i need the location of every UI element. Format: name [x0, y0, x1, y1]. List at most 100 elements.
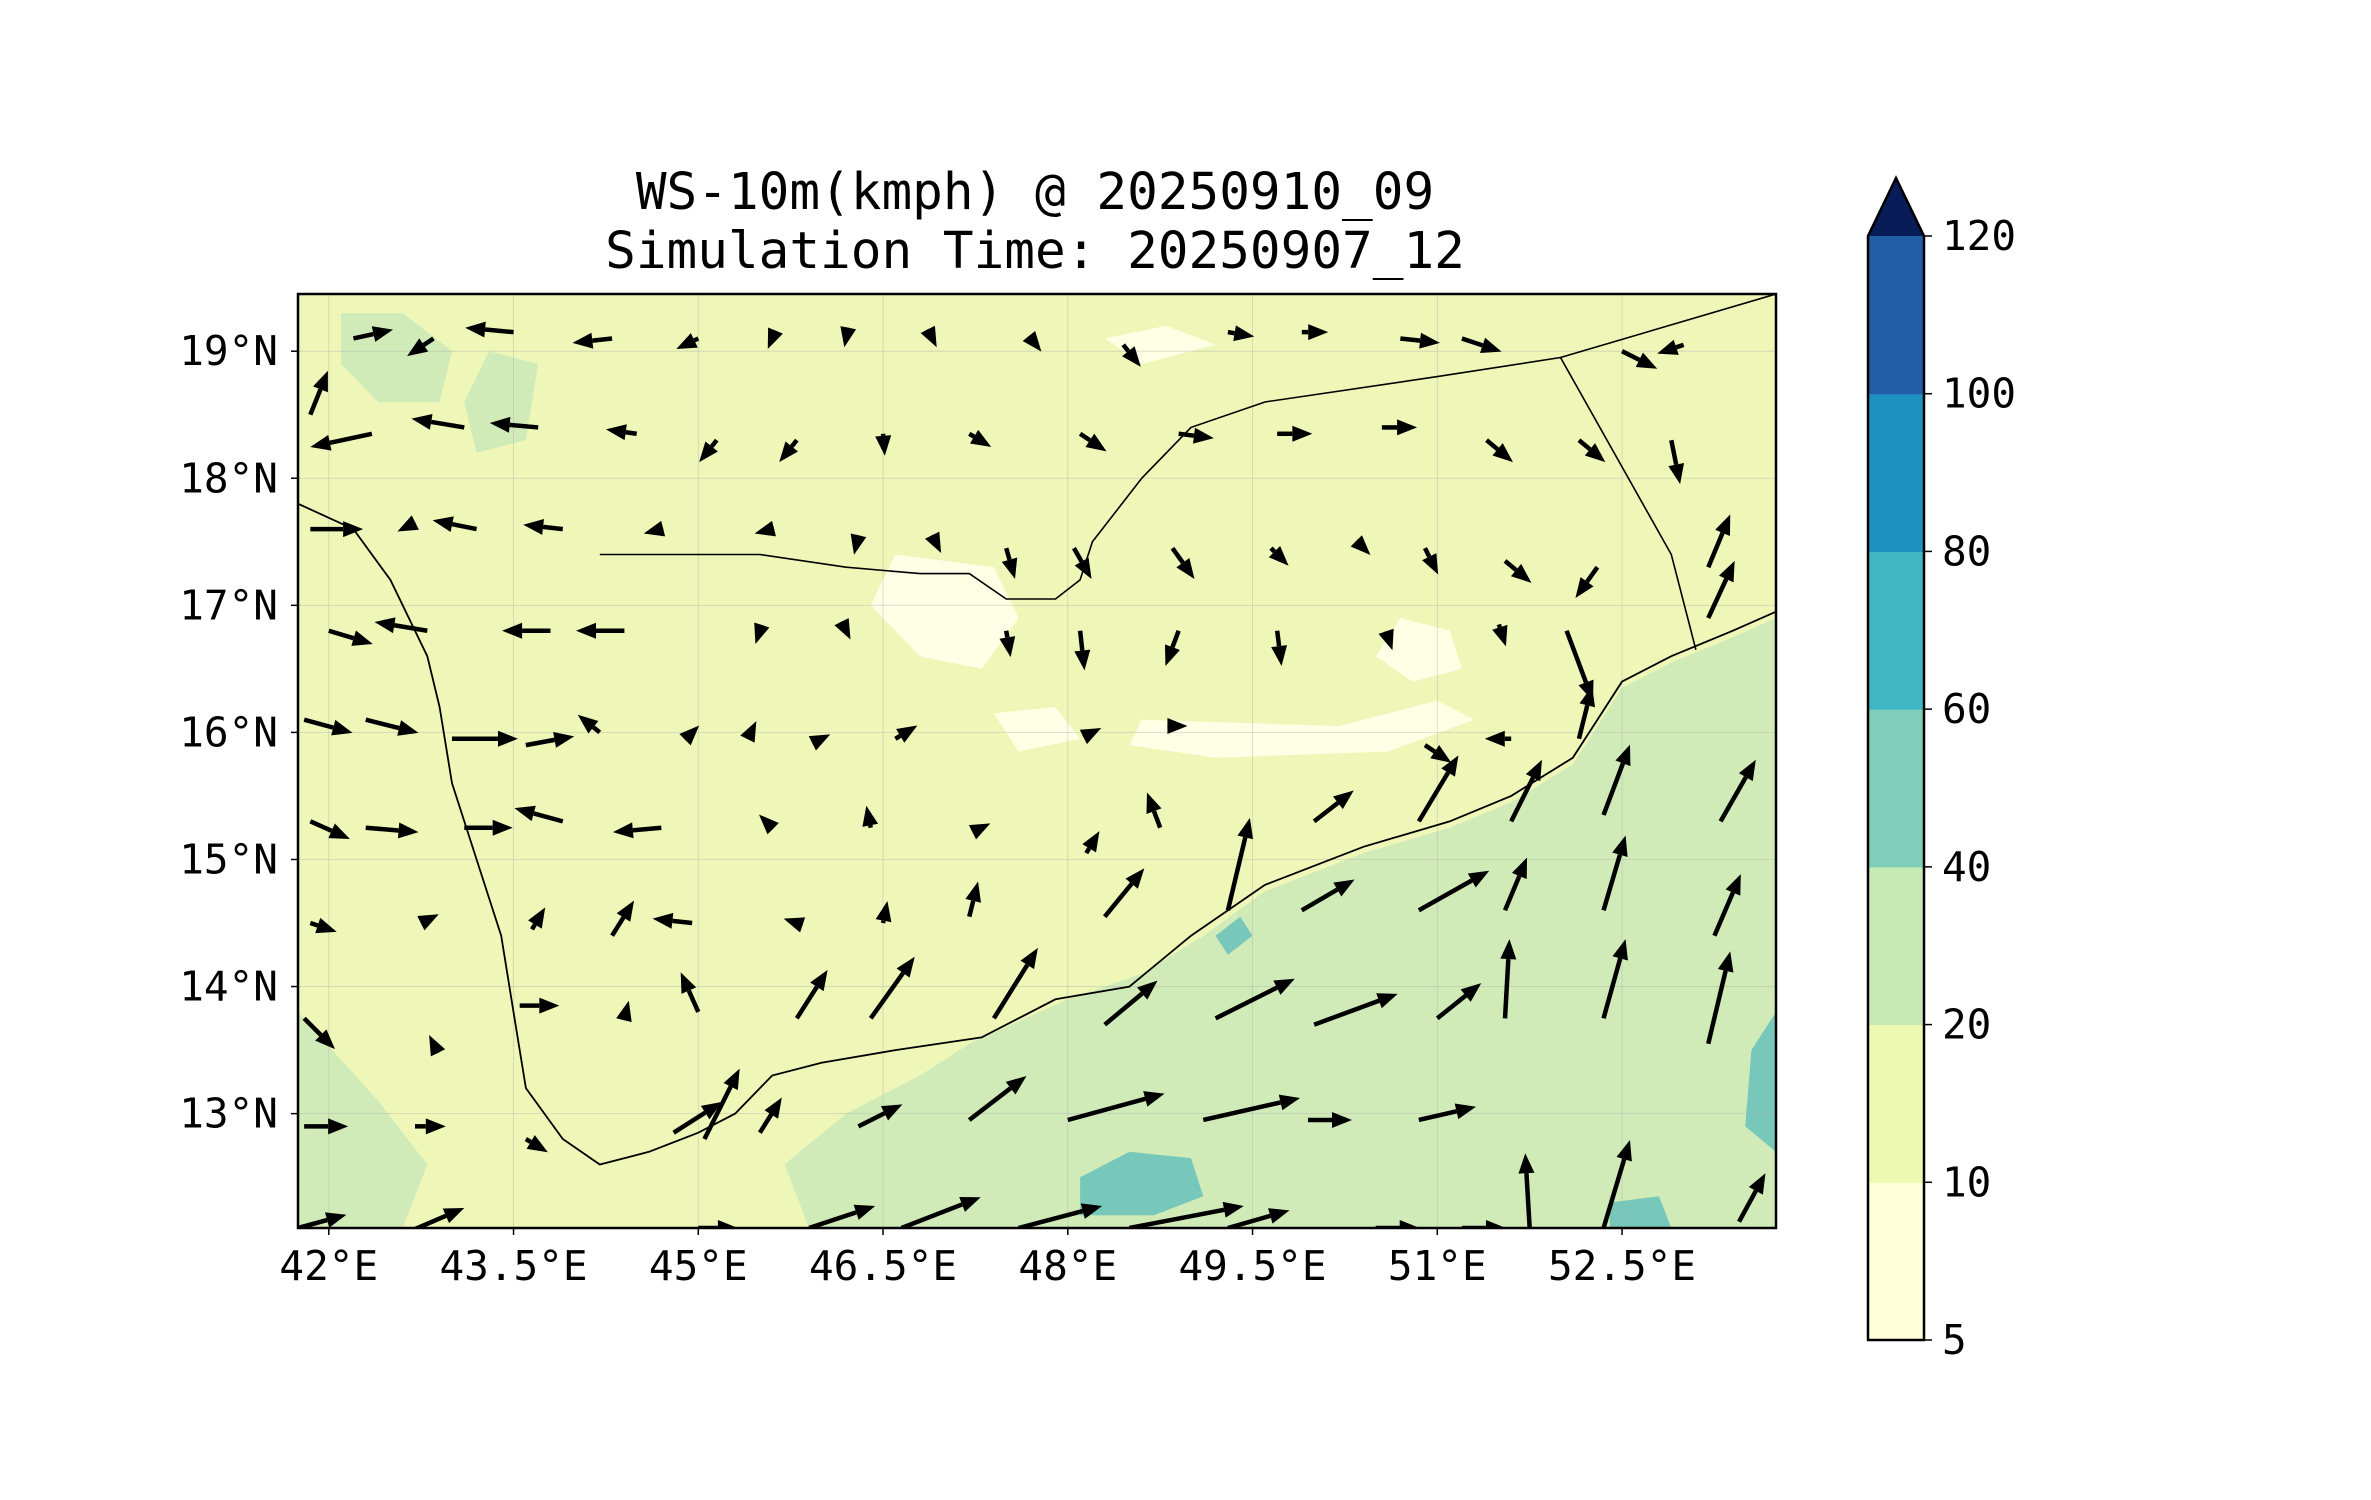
- wind-vector-head: [896, 725, 918, 743]
- wind-vector-head: [616, 900, 635, 922]
- wind-vector: [310, 431, 373, 451]
- wind-vector: [1268, 545, 1289, 566]
- wind-vector: [680, 972, 701, 1013]
- wind-vector-shaft: [808, 1210, 857, 1228]
- wind-vector: [523, 518, 564, 535]
- country-border: [1560, 294, 1776, 359]
- wind-vector: [968, 823, 991, 840]
- wind-vector-head: [1492, 624, 1508, 647]
- coastline: [298, 502, 1776, 1166]
- colorbar-extend-arrow: [1868, 178, 1924, 236]
- wind-vector-shaft: [422, 336, 435, 347]
- wind-vector: [1461, 1220, 1506, 1228]
- wind-vector-head: [699, 441, 718, 463]
- wind-speed-region-20: [784, 618, 1776, 1228]
- wind-vector-shaft: [1128, 1207, 1225, 1228]
- wind-vector-head: [758, 814, 779, 835]
- wind-vector-shaft: [967, 1086, 1012, 1122]
- wind-vector-head: [526, 1135, 548, 1153]
- wind-vector: [302, 1016, 335, 1050]
- colorbar-segment-100: [1868, 236, 1924, 395]
- map-frame: [296, 292, 1778, 1230]
- wind-vector: [1078, 431, 1107, 452]
- wind-vector-shaft: [686, 989, 701, 1013]
- wind-vector-shaft: [1601, 762, 1626, 816]
- wind-speed-region-5: [993, 707, 1081, 752]
- wind-vector-head: [1422, 553, 1439, 575]
- wind-vector-head: [920, 325, 937, 348]
- wind-vector: [528, 907, 546, 931]
- wind-vector-shaft: [1225, 836, 1248, 911]
- wind-vector-shaft: [1601, 957, 1623, 1019]
- wind-vector-head: [612, 822, 634, 839]
- wind-vector-shaft: [308, 388, 323, 416]
- wind-vector: [1418, 1103, 1477, 1123]
- wind-vector-shaft: [789, 438, 799, 448]
- wind-vector: [1485, 438, 1513, 463]
- wind-vector-head: [1143, 1091, 1165, 1107]
- wind-vector-shaft: [1121, 343, 1131, 353]
- wind-vector-head: [1668, 462, 1685, 485]
- wind-vector-head: [1146, 792, 1162, 815]
- wind-vector-head: [1080, 1203, 1103, 1219]
- colorbar-tick-label: 20: [1942, 1001, 1991, 1049]
- wind-vector-shaft: [1103, 991, 1144, 1027]
- wind-vector-head: [779, 441, 798, 463]
- wind-vector: [1103, 980, 1158, 1027]
- wind-vector: [1082, 831, 1100, 855]
- wind-vector: [465, 321, 514, 338]
- wind-vector: [1423, 743, 1452, 763]
- wind-vector-head: [1725, 874, 1741, 896]
- wind-vector-head: [328, 823, 350, 839]
- wind-vector: [610, 900, 635, 937]
- x-tick-label: 45°E: [649, 1242, 748, 1290]
- x-axis: 42°E 43.5°E 45°E 46.5°E 48°E 49.5°E 51°E 52.5°E: [279, 1228, 1696, 1290]
- wind-vector: [1509, 759, 1542, 823]
- wind-vector: [850, 533, 867, 555]
- colorbar-tick-label: 120: [1942, 212, 2016, 260]
- wind-vector-head: [489, 416, 511, 433]
- wind-vector: [754, 520, 776, 537]
- wind-vector-head: [1268, 545, 1289, 566]
- colorbar-tick-label: 10: [1942, 1158, 1991, 1206]
- wind-vector-head: [1233, 325, 1255, 342]
- wind-vector-shaft: [1313, 998, 1380, 1027]
- wind-vector-head: [875, 435, 892, 456]
- wind-vector: [415, 1118, 446, 1135]
- wind-vector-shaft: [632, 825, 662, 833]
- colorbar-tick-label: 60: [1942, 685, 1991, 733]
- wind-vector-head: [1137, 980, 1158, 1000]
- wind-vector-head: [1164, 644, 1180, 666]
- wind-vector-shaft: [1274, 630, 1282, 647]
- wind-vector: [999, 630, 1016, 658]
- wind-vector: [652, 912, 693, 929]
- wind-vector-shaft: [1417, 878, 1473, 913]
- wind-vector-shaft: [352, 331, 374, 341]
- wind-vector: [767, 327, 783, 350]
- wind-vector: [676, 333, 700, 350]
- wind-vector-head: [896, 956, 915, 978]
- wind-vector: [1301, 324, 1329, 341]
- wind-vector-head: [1001, 557, 1018, 579]
- wind-vector-head: [723, 1068, 740, 1091]
- wind-vector: [1657, 339, 1685, 355]
- wind-vector-head: [331, 719, 353, 736]
- wind-vector: [794, 969, 828, 1020]
- wind-vector: [1001, 547, 1018, 579]
- wind-vector-head: [313, 370, 328, 393]
- wind-vector: [1621, 349, 1658, 369]
- wind-vector-head: [679, 725, 700, 746]
- wind-vector-shaft: [1202, 1100, 1282, 1123]
- wind-vector-shaft: [365, 717, 400, 731]
- wind-vector: [991, 947, 1038, 1020]
- wind-vector-head: [643, 520, 666, 537]
- wind-vector: [1164, 629, 1181, 666]
- wind-vector: [308, 370, 328, 416]
- wind-vector-head: [1612, 835, 1628, 857]
- wind-vector: [519, 997, 560, 1014]
- wind-vector-head: [1122, 346, 1141, 367]
- wind-vector-head: [497, 730, 518, 747]
- wind-vector-head: [1074, 557, 1092, 579]
- wind-vector-head: [343, 521, 364, 538]
- map-subtitle: Simulation Time: 20250907_12: [605, 222, 1465, 281]
